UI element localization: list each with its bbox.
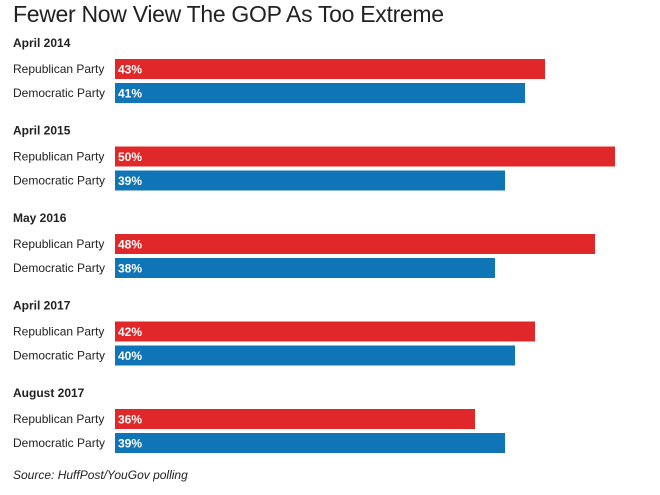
group-label: May 2016	[13, 211, 67, 225]
series-label: Republican Party	[13, 150, 104, 164]
series-label: Democratic Party	[13, 436, 105, 450]
bar-value-label: 39%	[118, 174, 142, 188]
bar-value-label: 50%	[118, 150, 142, 164]
bar-value-label: 39%	[118, 437, 142, 451]
bar	[115, 146, 615, 167]
series-label: Republican Party	[13, 412, 104, 426]
bar	[115, 83, 525, 103]
bar	[115, 433, 505, 453]
bar	[115, 234, 595, 254]
bar-value-label: 36%	[118, 413, 142, 427]
group-label: April 2017	[13, 299, 71, 313]
series-label: Democratic Party	[13, 86, 105, 100]
bar	[115, 170, 505, 191]
series-label: Democratic Party	[13, 174, 105, 188]
bar-value-label: 38%	[118, 262, 142, 276]
bar	[115, 59, 545, 79]
series-label: Republican Party	[13, 62, 104, 76]
series-label: Democratic Party	[13, 261, 105, 275]
chart-title: Fewer Now View The GOP As Too Extreme	[13, 1, 444, 27]
group-label: April 2014	[13, 36, 71, 50]
series-label: Republican Party	[13, 325, 104, 339]
bar	[115, 258, 495, 278]
source-note: Source: HuffPost/YouGov polling	[13, 468, 188, 482]
bar	[115, 321, 535, 342]
bar-value-label: 41%	[118, 87, 142, 101]
bar	[115, 345, 515, 366]
series-label: Republican Party	[13, 237, 104, 251]
group-label: August 2017	[13, 386, 85, 400]
bar-value-label: 43%	[118, 63, 142, 77]
series-label: Democratic Party	[13, 349, 105, 363]
bar-value-label: 42%	[118, 325, 142, 339]
bar-value-label: 48%	[118, 238, 142, 252]
group-label: April 2015	[13, 124, 71, 138]
bar-value-label: 40%	[118, 349, 142, 363]
bar	[115, 409, 475, 429]
